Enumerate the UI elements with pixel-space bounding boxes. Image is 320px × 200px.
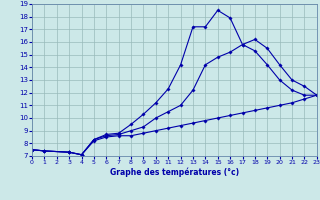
X-axis label: Graphe des températures (°c): Graphe des températures (°c)	[110, 168, 239, 177]
